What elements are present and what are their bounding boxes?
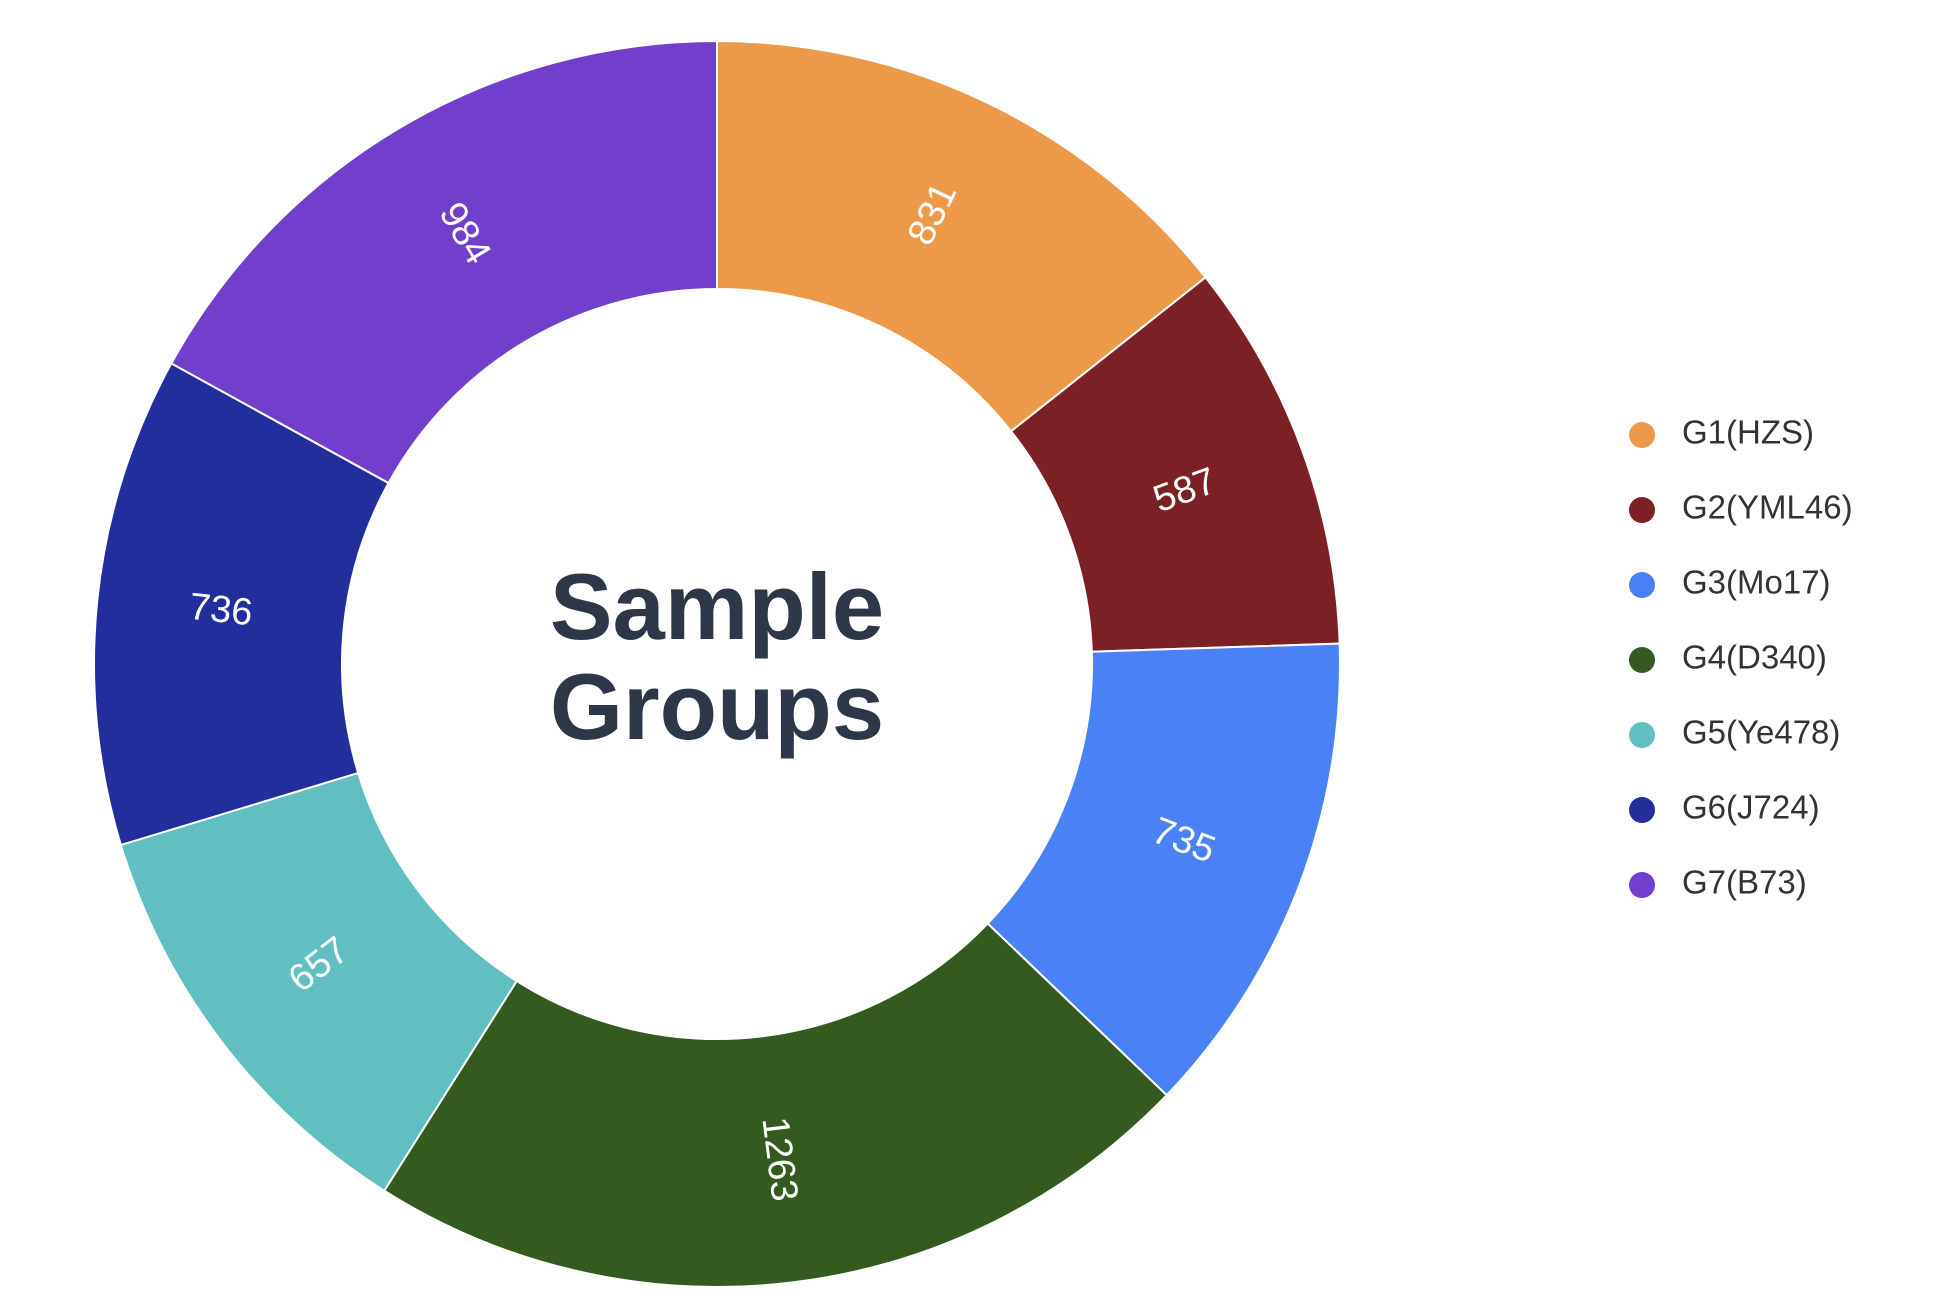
legend-marker bbox=[1629, 797, 1655, 823]
slice bbox=[119, 771, 519, 1193]
slice bbox=[93, 362, 390, 847]
legend-marker bbox=[1629, 422, 1655, 448]
legend-marker bbox=[1629, 572, 1655, 598]
center-text: Sample bbox=[550, 554, 884, 659]
center-text: Groups bbox=[550, 654, 884, 759]
legend-marker bbox=[1629, 497, 1655, 523]
slice bbox=[382, 922, 1169, 1288]
slice bbox=[716, 39, 1207, 433]
slice bbox=[169, 39, 718, 485]
legend-label: G2(YML46) bbox=[1682, 489, 1853, 526]
slice bbox=[986, 642, 1341, 1097]
value-label: 1263 bbox=[753, 1115, 805, 1204]
legend-label: G4(D340) bbox=[1682, 639, 1827, 676]
legend-label: G7(B73) bbox=[1682, 864, 1807, 901]
slice bbox=[1009, 275, 1341, 653]
legend-label: G5(Ye478) bbox=[1682, 714, 1840, 751]
legend-label: G1(HZS) bbox=[1682, 414, 1814, 451]
legend-label: G3(Mo17) bbox=[1682, 564, 1831, 601]
legend-marker bbox=[1629, 647, 1655, 673]
value-label: 736 bbox=[187, 586, 254, 634]
legend-marker bbox=[1629, 872, 1655, 898]
legend-label: G6(J724) bbox=[1682, 789, 1820, 826]
legend-marker bbox=[1629, 722, 1655, 748]
